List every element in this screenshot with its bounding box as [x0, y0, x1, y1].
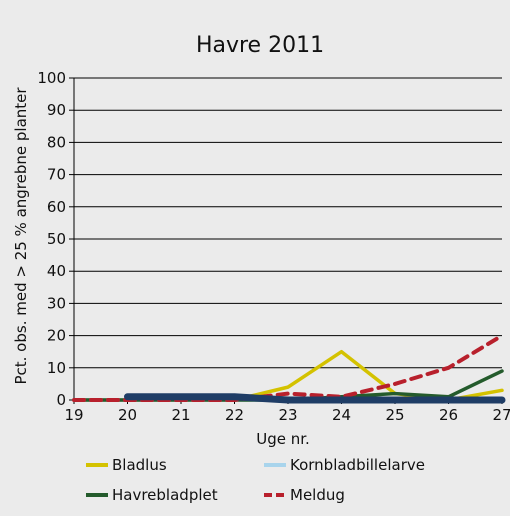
y-tick-label: 80 — [47, 133, 66, 151]
legend-label: Havrebladplet — [112, 486, 218, 504]
y-tick-label: 100 — [37, 69, 66, 87]
x-tick-label: 21 — [171, 406, 190, 424]
y-tick-label: 90 — [47, 101, 66, 119]
x-tick-label: 22 — [225, 406, 244, 424]
legend-label: Bladlus — [112, 456, 167, 474]
y-tick-label: 20 — [47, 327, 66, 345]
x-tick-label: 26 — [439, 406, 458, 424]
axes: 0 10 20 30 40 50 60 70 80 90 100 19 20 21 22 23 24 25 26 27 — [37, 69, 510, 424]
legend-label: Kornbladbillelarve — [290, 456, 425, 474]
x-tick-label: 19 — [64, 406, 83, 424]
x-tick-label: 25 — [385, 406, 404, 424]
y-tick-label: 30 — [47, 294, 66, 312]
series-line-baseline — [124, 393, 506, 404]
legend: Bladlus Kornbladbillelarve Havrebladplet Me… — [86, 456, 425, 504]
x-tick-label: 24 — [332, 406, 351, 424]
y-tick-label: 10 — [47, 359, 66, 377]
x-tick-label: 23 — [278, 406, 297, 424]
y-tick-label: 70 — [47, 166, 66, 184]
x-tick-label: 27 — [492, 406, 510, 424]
grid — [74, 77, 502, 401]
series — [72, 333, 506, 404]
chart-title: Havre 2011 — [196, 33, 324, 58]
x-axis-title: Uge nr. — [256, 430, 310, 448]
x-tick-label: 20 — [118, 406, 137, 424]
y-tick-label: 50 — [47, 230, 66, 248]
y-tick-label: 60 — [47, 198, 66, 216]
y-tick-label: 40 — [47, 262, 66, 280]
y-axis-title: Pct. obs. med > 25 % angrebne planter — [12, 87, 30, 385]
y-tick-label: 0 — [56, 391, 66, 409]
legend-label: Meldug — [290, 486, 345, 504]
